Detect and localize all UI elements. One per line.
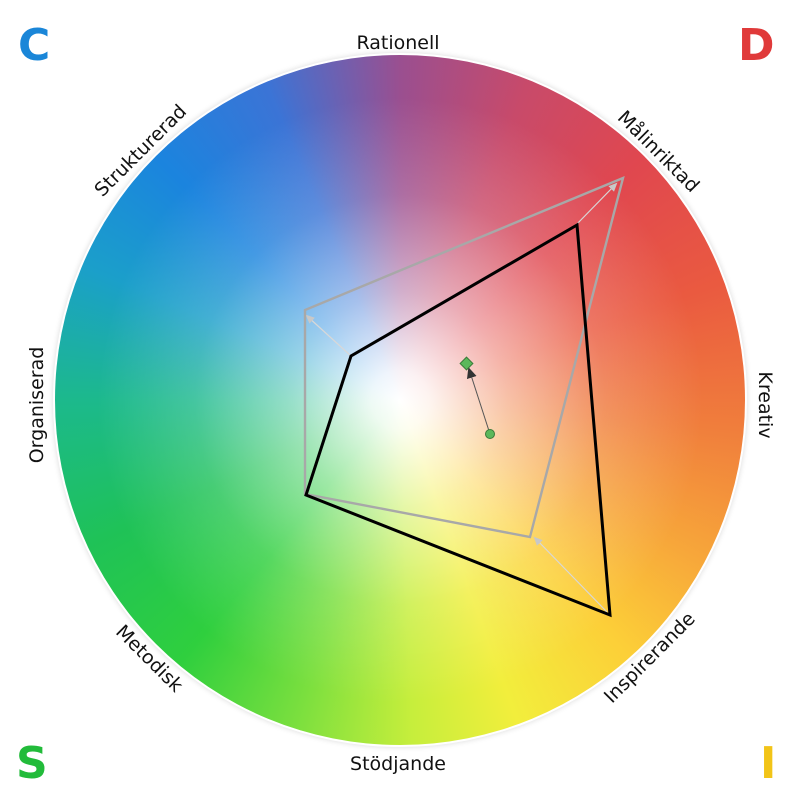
center-shift-line — [467, 367, 491, 435]
corner-letter-s: S — [16, 738, 48, 789]
axis-label-rationell: Rationell — [356, 32, 439, 54]
center-marker-origin — [485, 429, 495, 439]
shift-arrow-top — [574, 182, 618, 227]
secondary-profile-polygon — [303, 175, 625, 539]
primary-profile-polygon — [304, 222, 612, 618]
axis-label-kreativ: Kreativ — [754, 371, 776, 438]
shift-arrow-left — [305, 314, 352, 357]
axis-label-inspirerande: Inspirerande — [600, 608, 700, 708]
axis-label-stodjande: Stödjande — [350, 753, 446, 775]
wheel-center-glow — [55, 55, 745, 745]
corner-letter-c: C — [18, 20, 51, 71]
axis-label-metodisk: Metodisk — [111, 621, 187, 697]
axis-label-strukturerad: Strukturerad — [90, 100, 191, 201]
shift-arrow-right — [533, 536, 608, 613]
center-marker-target — [459, 356, 474, 371]
corner-letter-d: D — [738, 20, 775, 71]
corner-letter-i: I — [760, 738, 777, 789]
axis-label-malinriktad: Målinriktad — [613, 106, 704, 197]
axis-label-organiserad: Organiserad — [26, 347, 48, 464]
